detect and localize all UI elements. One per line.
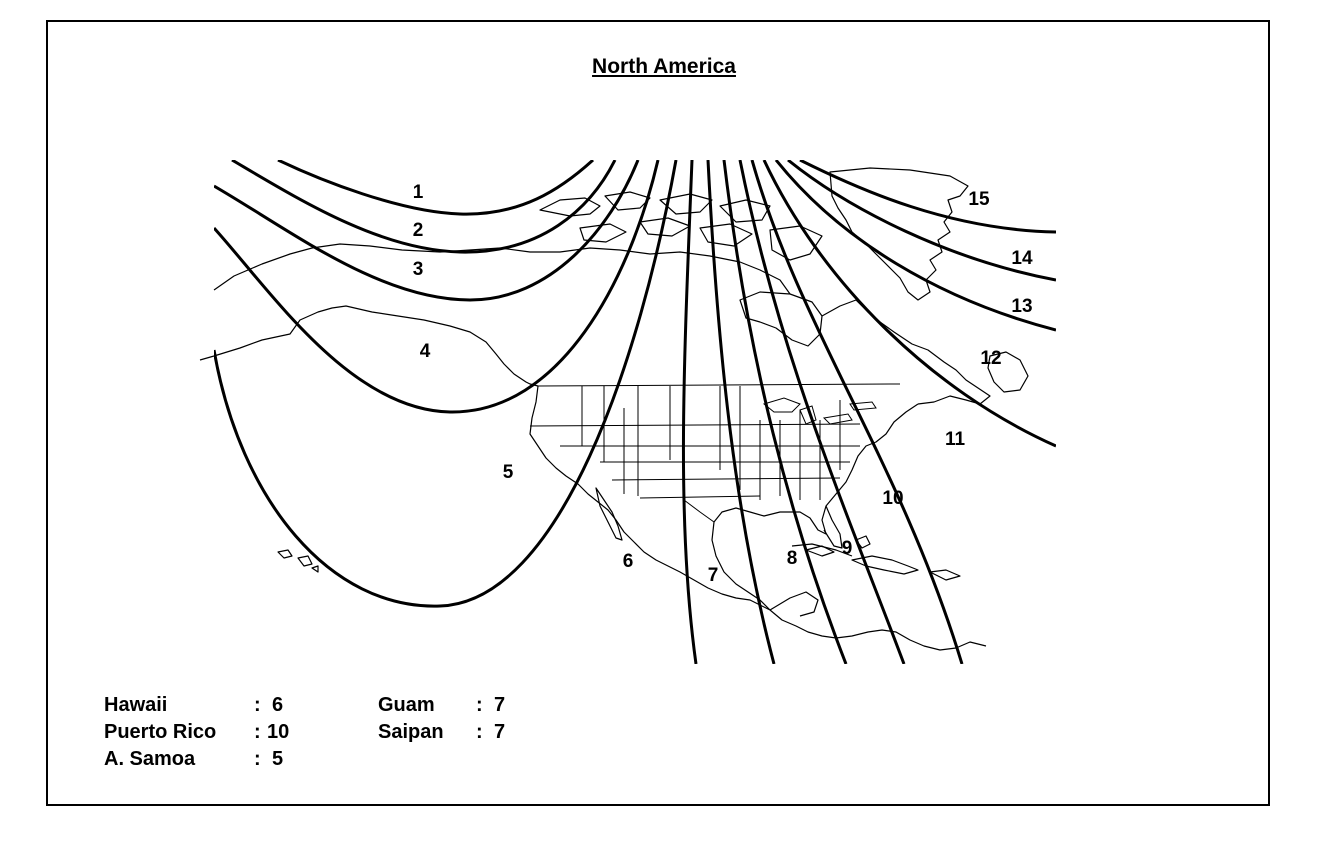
coastline-outline: [199, 167, 1029, 651]
zone-label-12: 12: [980, 348, 1001, 369]
map-title: North America: [592, 55, 736, 78]
legend-name: Puerto Rico: [104, 721, 217, 743]
legend-value: 5: [272, 748, 284, 770]
legend-name: Hawaii: [104, 694, 168, 716]
legend-separator: :: [254, 694, 261, 716]
legend: Hawaii : 6 Puerto Rico : 10 A. Samoa : 5…: [104, 692, 544, 782]
legend-name: Guam: [378, 694, 435, 716]
legend-name: A. Samoa: [104, 748, 196, 770]
zone-label-8: 8: [787, 548, 798, 569]
legend-separator: :: [476, 721, 483, 743]
legend-value: 6: [272, 694, 284, 716]
legend-value: 10: [267, 721, 290, 743]
zone-label-10: 10: [882, 488, 903, 509]
zone-label-9: 9: [842, 538, 853, 559]
zone-boundaries: [214, 160, 1056, 664]
zone-label-5: 5: [503, 462, 514, 483]
zone-label-1: 1: [413, 182, 424, 203]
state-borders: [529, 383, 901, 523]
legend-separator: :: [254, 721, 261, 743]
legend-value: 7: [494, 694, 506, 716]
zone-label-14: 14: [1011, 248, 1033, 269]
zone-labels: 1 2 3 4 5 6 7 8 9 10 11 12 13 14 15: [413, 182, 1033, 586]
map-frame: [46, 20, 1270, 806]
zone-label-2: 2: [413, 220, 424, 241]
zone-label-7: 7: [708, 565, 719, 586]
zone-label-6: 6: [623, 551, 634, 572]
zone-label-13: 13: [1011, 296, 1032, 317]
zone-label-15: 15: [968, 189, 990, 210]
legend-separator: :: [254, 748, 261, 770]
legend-separator: :: [476, 694, 483, 716]
zone-label-3: 3: [413, 259, 424, 280]
legend-name: Saipan: [378, 721, 444, 743]
legend-value: 7: [494, 721, 506, 743]
zone-label-4: 4: [420, 341, 431, 362]
zone-label-11: 11: [945, 429, 966, 450]
